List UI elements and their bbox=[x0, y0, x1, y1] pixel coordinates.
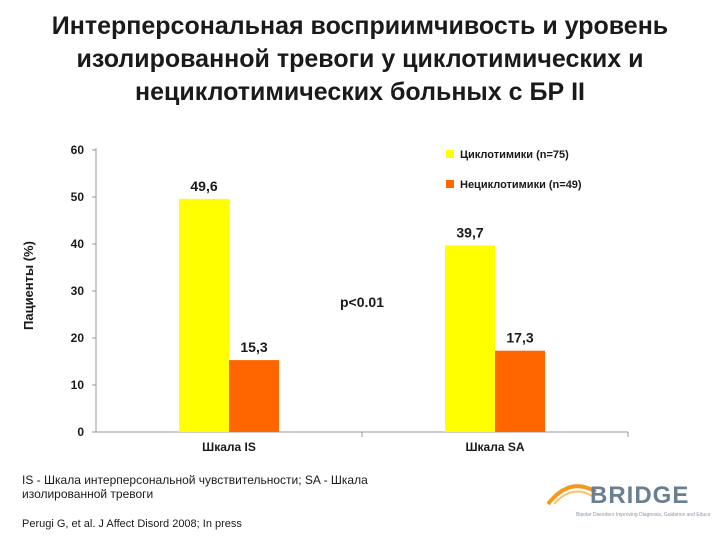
data-label: 49,6 bbox=[190, 178, 217, 194]
page-title: Интерперсональная восприимчивость и уров… bbox=[10, 10, 710, 109]
y-tick-label: 40 bbox=[71, 237, 85, 251]
legend-label: Циклотимики (n=75) bbox=[460, 149, 569, 161]
y-tick-label: 50 bbox=[71, 190, 85, 204]
data-label: 17,3 bbox=[506, 330, 533, 346]
bridge-logo: BRIDGE Bipolar Disorders Improving Diagn… bbox=[540, 470, 710, 534]
y-tick-label: 10 bbox=[71, 378, 85, 392]
y-tick-label: 30 bbox=[71, 284, 85, 298]
y-tick-label: 0 bbox=[77, 425, 84, 439]
data-label: 39,7 bbox=[456, 224, 483, 240]
x-tick-label: Шкала SA bbox=[465, 440, 524, 454]
bar-cyclothymic bbox=[179, 198, 229, 432]
x-tick-label: Шкала IS bbox=[202, 440, 256, 454]
legend-swatch bbox=[446, 180, 454, 188]
legend-swatch bbox=[446, 150, 454, 158]
bar-noncyclothymic bbox=[229, 360, 279, 432]
footnote: IS - Шкала интерперсональной чувствитель… bbox=[22, 473, 368, 501]
logo-tagline: Bipolar Disorders Improving Diagnosis, G… bbox=[576, 512, 710, 518]
bridge-arch-icon bbox=[546, 484, 598, 506]
title-line-3: нециклотимических больных с БР II bbox=[135, 78, 585, 106]
citation: Perugi G, et al. J Affect Disord 2008; I… bbox=[22, 518, 242, 530]
title-line-2: изолированной тревоги у циклотимических … bbox=[76, 45, 644, 73]
title-line-1: Интерперсональная восприимчивость и уров… bbox=[51, 12, 669, 40]
logo-text: BRIDGE bbox=[590, 482, 690, 509]
y-tick-label: 20 bbox=[71, 331, 85, 345]
y-tick-label: 60 bbox=[71, 143, 85, 157]
legend-label: Нециклотимики (n=49) bbox=[460, 179, 582, 191]
p-value-annotation: p<0.01 bbox=[340, 294, 384, 310]
bar-cyclothymic bbox=[445, 245, 495, 432]
bar-noncyclothymic bbox=[495, 350, 545, 432]
data-label: 15,3 bbox=[240, 339, 267, 355]
